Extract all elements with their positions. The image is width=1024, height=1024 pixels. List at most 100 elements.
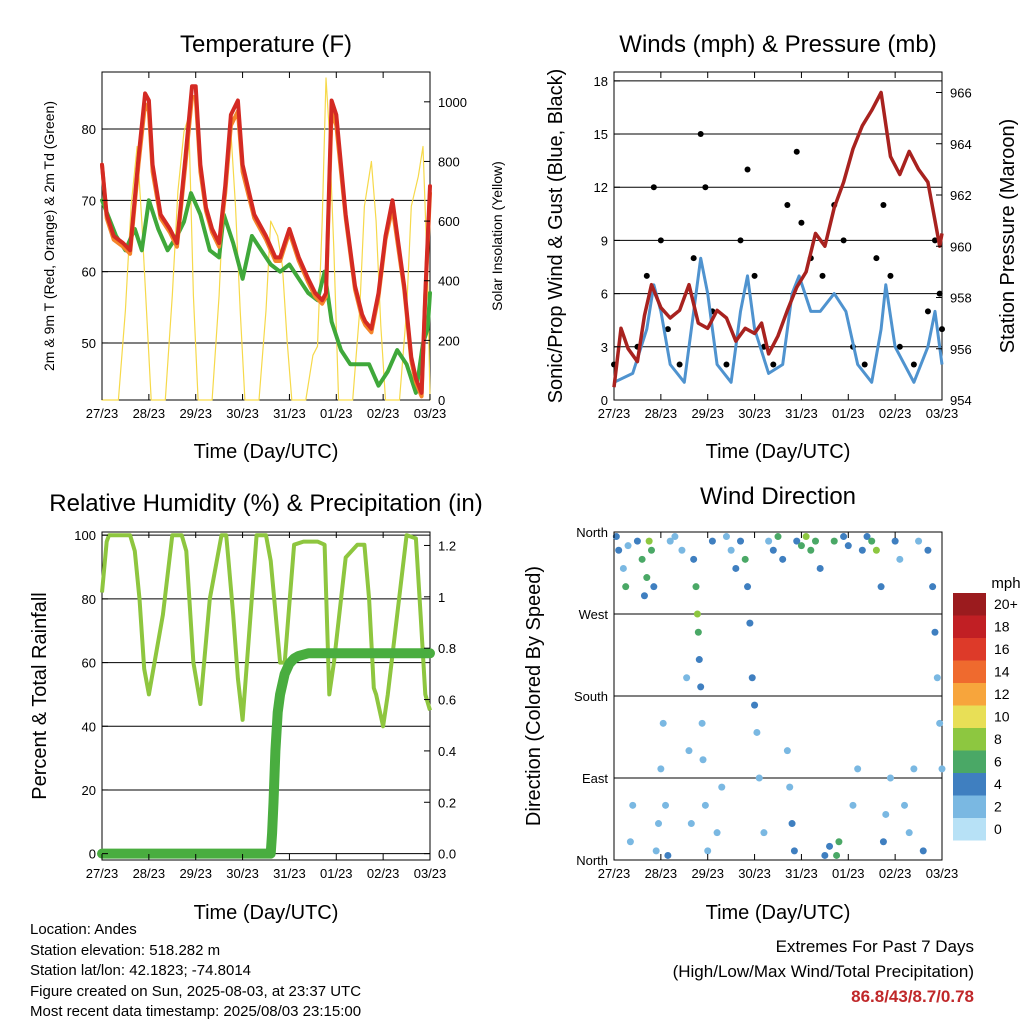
y-tick-label: South (574, 689, 608, 704)
y2-tick-label: 0.8 (438, 641, 456, 656)
speed-color-legend: mph 20+ 18 16 14 12 10 8 6 4 2 0 (953, 575, 1021, 841)
direction-point (821, 851, 829, 859)
direction-point (891, 537, 899, 545)
direction-point (901, 801, 909, 809)
gust-point (676, 361, 683, 368)
gust-point (650, 184, 657, 191)
direction-point (643, 574, 651, 582)
most-recent-timestamp: Most recent data timestamp: 2025/08/03 2… (30, 1003, 362, 1020)
direction-point (872, 546, 880, 554)
y2-tick-label: 1 (438, 590, 445, 605)
gust-point (861, 361, 868, 368)
legend-label: 14 (994, 664, 1010, 680)
direction-gridlines (614, 531, 942, 861)
direction-point (708, 537, 716, 545)
gust-point (643, 272, 650, 279)
direction-point (671, 533, 679, 541)
y2-tick-label: 200 (438, 333, 460, 348)
direction-point (718, 783, 726, 791)
direction-point (816, 564, 824, 572)
direction-point (844, 542, 852, 550)
x-tick-label: 28/23 (645, 406, 678, 421)
direction-point (882, 810, 890, 818)
direction-point (744, 583, 752, 591)
direction-point (638, 555, 646, 563)
direction-point (774, 533, 782, 541)
pressure-series (612, 90, 944, 388)
winds-x-axis-label: Time (Day/UTC) (706, 441, 851, 463)
station-latlon: Station lat/lon: 42.1823; -74.8014 (30, 962, 252, 979)
relative-humidity-series (100, 533, 432, 729)
y2-tick-label: 956 (950, 342, 972, 357)
y2-tick-label: 0.0 (438, 847, 456, 862)
direction-point (619, 564, 627, 572)
direction-point (629, 801, 637, 809)
direction-point (732, 564, 740, 572)
x-tick-label: 29/23 (691, 866, 724, 881)
direction-point (678, 546, 686, 554)
y-tick-label: 70 (82, 193, 96, 208)
humidity-axis-ticks: 27/23 28/23 29/23 30/23 31/23 01/23 02/23 03/23… (74, 528, 456, 881)
legend-swatch (953, 705, 986, 728)
x-tick-label: 31/23 (273, 866, 306, 881)
legend-label: 18 (994, 619, 1010, 635)
direction-point (924, 546, 932, 554)
legend-label: 6 (994, 754, 1002, 770)
direction-point (741, 555, 749, 563)
direction-point (692, 583, 700, 591)
gust-point (924, 308, 931, 315)
direction-point (938, 765, 946, 773)
y2-tick-label: 1.2 (438, 538, 456, 553)
direction-point (701, 801, 709, 809)
y2-tick-label: 962 (950, 188, 972, 203)
direction-point (786, 783, 794, 791)
direction-point (755, 774, 763, 782)
y-tick-label: 60 (82, 656, 96, 671)
legend-swatch (953, 795, 986, 818)
direction-x-axis-label: Time (Day/UTC) (706, 902, 851, 924)
x-tick-label: 27/23 (598, 866, 631, 881)
y-tick-label: 3 (601, 340, 608, 355)
direction-point (858, 546, 866, 554)
legend-swatch (953, 728, 986, 751)
y2-tick-label: 0.4 (438, 744, 456, 759)
x-tick-label: 31/23 (785, 866, 818, 881)
y-tick-label: 20 (82, 783, 96, 798)
y-tick-label: 50 (82, 336, 96, 351)
x-tick-label: 02/23 (367, 406, 400, 421)
direction-point (652, 847, 660, 855)
y2-tick-label: 1000 (438, 95, 467, 110)
legend-label: 16 (994, 641, 1010, 657)
legend-swatch (953, 818, 986, 841)
direction-title: Wind Direction (700, 483, 856, 510)
y-tick-label: East (582, 771, 608, 786)
y-tick-label: North (576, 853, 608, 868)
x-tick-label: 29/23 (691, 406, 724, 421)
legend-swatch (953, 615, 986, 638)
y-tick-label: 18 (594, 74, 608, 89)
direction-point (915, 537, 923, 545)
humidity-panel: Relative Humidity (%) & Precipitation (i… (29, 490, 483, 924)
direction-point (645, 537, 653, 545)
direction-point (933, 674, 941, 682)
y-tick-label: 6 (601, 287, 608, 302)
legend-swatch (953, 638, 986, 661)
x-tick-label: 01/23 (320, 406, 353, 421)
gust-point (896, 343, 903, 350)
direction-point (788, 820, 796, 828)
temperature-2m-series (100, 84, 432, 395)
direction-point (615, 546, 623, 554)
temperature-x-axis-label: Time (Day/UTC) (194, 441, 339, 463)
winds-plot-frame (613, 71, 943, 401)
legend-label: 12 (994, 686, 1010, 702)
humidity-plot-frame (101, 531, 431, 861)
direction-point (868, 537, 876, 545)
x-tick-label: 30/23 (738, 406, 771, 421)
y2-tick-label: 0.2 (438, 795, 456, 810)
direction-point (849, 801, 857, 809)
gust-point (798, 219, 805, 226)
y2-tick-label: 0.6 (438, 693, 456, 708)
y2-tick-label: 960 (950, 239, 972, 254)
gust-point (931, 237, 938, 244)
direction-point (769, 546, 777, 554)
